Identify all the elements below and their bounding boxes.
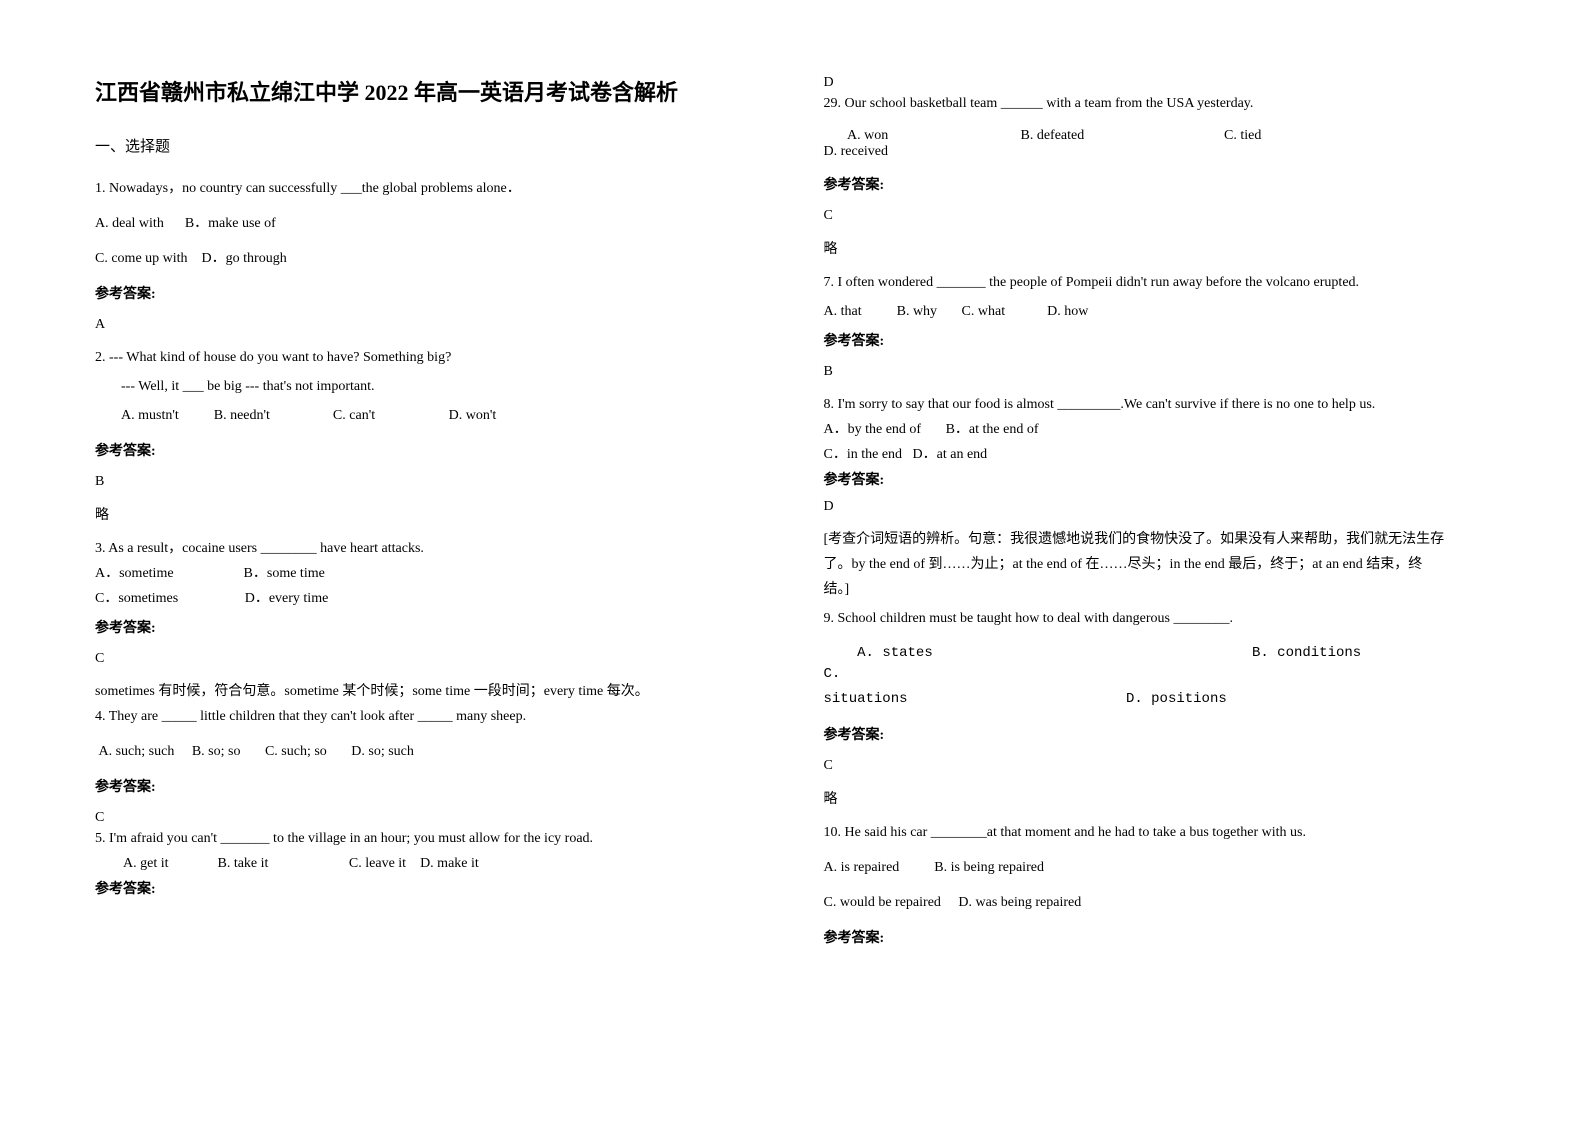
q29-opts: A. won B. defeated C. tied D. received (824, 128, 1493, 160)
answer-label: 参考答案: (95, 878, 764, 898)
q7-stem: 7. I often wondered _______ the people o… (824, 272, 1493, 293)
q3-answer: C (95, 651, 764, 667)
q8-explain1: [考查介词短语的辨析。句意：我很遗憾地说我们的食物快没了。如果没有人来帮助，我们… (824, 529, 1493, 550)
q29-opt-c: C. tied (1224, 128, 1454, 144)
q8-opts-row2: C．in the end D．at an end (824, 444, 1493, 465)
q8-explain2: 了。by the end of 到……为止；at the end of 在……尽… (824, 554, 1493, 575)
q3-stem: 3. As a result，cocaine users ________ ha… (95, 538, 764, 559)
answer-label: 参考答案: (95, 440, 764, 460)
q4-opts: A. such; such B. so; so C. such; so D. s… (95, 741, 764, 762)
q29-omit: 略 (824, 238, 1493, 258)
q1-answer: A (95, 317, 764, 333)
left-column: 江西省赣州市私立绵江中学 2022 年高一英语月考试卷含解析 一、选择题 1. … (95, 75, 764, 947)
q29-opt-b: B. defeated (1021, 128, 1221, 144)
q5-opts: A. get it B. take it C. leave it D. make… (95, 853, 764, 874)
q9-opts1: A. states B. conditions C. (824, 643, 1493, 685)
q7-opts: A. that B. why C. what D. how (824, 301, 1493, 322)
answer-label: 参考答案: (95, 617, 764, 637)
q9-answer: C (824, 758, 1493, 774)
q29-opt-d: D. received (824, 144, 889, 160)
answer-label: 参考答案: (824, 927, 1493, 947)
q2-omit: 略 (95, 504, 764, 524)
exam-page: 江西省赣州市私立绵江中学 2022 年高一英语月考试卷含解析 一、选择题 1. … (0, 0, 1587, 987)
answer-label: 参考答案: (95, 283, 764, 303)
q1-stem: 1. Nowadays，no country can successfully … (95, 178, 764, 199)
q3-opts-row2: C．sometimes D．every time (95, 588, 764, 609)
q10-stem: 10. He said his car ________at that mome… (824, 822, 1493, 843)
q4-answer: C (95, 810, 764, 826)
section-heading: 一、选择题 (95, 135, 764, 156)
q8-answer: D (824, 499, 1493, 515)
answer-label: 参考答案: (824, 174, 1493, 194)
answer-label: 参考答案: (824, 330, 1493, 350)
q3-explain: sometimes 有时候，符合句意。sometime 某个时候；some ti… (95, 681, 764, 702)
q3-opts-row1: A．sometime B．some time (95, 563, 764, 584)
q2-stem: 2. --- What kind of house do you want to… (95, 347, 764, 368)
q29-opt-a: A. won (847, 128, 1017, 144)
q2-stem2: --- Well, it ___ be big --- that's not i… (95, 376, 764, 397)
answer-label: 参考答案: (824, 469, 1493, 489)
q9-stem: 9. School children must be taught how to… (824, 608, 1493, 629)
q8-opts-row1: A．by the end of B．at the end of (824, 419, 1493, 440)
q7-answer: B (824, 364, 1493, 380)
q10-opts-row2: C. would be repaired D. was being repair… (824, 892, 1493, 913)
q9-omit: 略 (824, 788, 1493, 808)
q29-stem: 29. Our school basketball team ______ wi… (824, 93, 1493, 114)
q9-opts2: situations D. positions (824, 689, 1493, 710)
q2-opts: A. mustn't B. needn't C. can't D. won't (95, 405, 764, 426)
q5-answer: D (824, 75, 1493, 91)
q29-answer: C (824, 208, 1493, 224)
q5-stem: 5. I'm afraid you can't _______ to the v… (95, 828, 764, 849)
q1-opts-row1: A. deal with B．make use of (95, 213, 764, 234)
q8-explain3: 结。] (824, 579, 1493, 600)
q8-stem: 8. I'm sorry to say that our food is alm… (824, 394, 1493, 415)
q2-answer: B (95, 474, 764, 490)
q4-stem: 4. They are _____ little children that t… (95, 706, 764, 727)
answer-label: 参考答案: (824, 724, 1493, 744)
answer-label: 参考答案: (95, 776, 764, 796)
q10-opts-row1: A. is repaired B. is being repaired (824, 857, 1493, 878)
right-column: D 29. Our school basketball team ______ … (824, 75, 1493, 947)
exam-title: 江西省赣州市私立绵江中学 2022 年高一英语月考试卷含解析 (95, 75, 764, 107)
q1-opts-row2: C. come up with D．go through (95, 248, 764, 269)
